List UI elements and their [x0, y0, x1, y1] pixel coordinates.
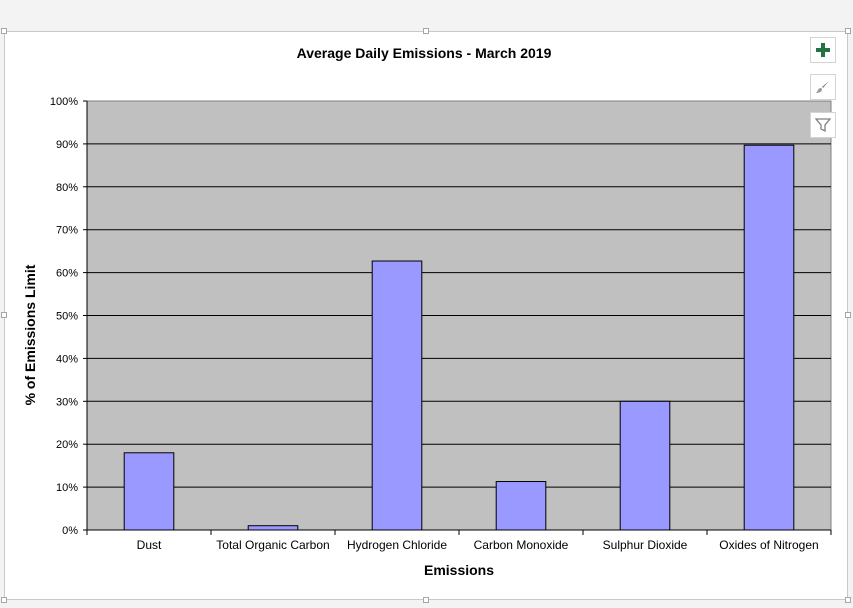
resize-handle-middle-right[interactable] — [845, 312, 851, 318]
bar-total-organic-carbon[interactable] — [247, 525, 299, 531]
y-tick-label: 10% — [56, 482, 78, 494]
y-tick-label: 40% — [56, 353, 78, 365]
x-tick-label: Oxides of Nitrogen — [719, 538, 818, 552]
x-tick-label: Carbon Monoxide — [474, 538, 569, 552]
bar-hydrogen-chloride[interactable] — [371, 260, 423, 531]
y-tick-label: 30% — [56, 396, 78, 408]
y-tick-label: 0% — [62, 525, 78, 537]
x-tick-label: Hydrogen Chloride — [347, 538, 447, 552]
bar-sulphur-dioxide[interactable] — [619, 400, 671, 531]
y-tick-label: 70% — [56, 225, 78, 237]
bar-oxides-of-nitrogen[interactable] — [743, 144, 795, 531]
y-tick-label: 60% — [56, 268, 78, 280]
y-axis-label: % of Emissions Limit — [22, 264, 38, 405]
bars — [123, 144, 795, 531]
y-axis-ticks: 0% 10% 20% 30% 40% 50% 60% 70% 80% 90% 100% — [50, 96, 87, 537]
bar-carbon-monoxide[interactable] — [495, 481, 547, 531]
resize-handle-bottom-right[interactable] — [845, 597, 851, 603]
chart-elements-button[interactable] — [810, 37, 836, 63]
chart-title: Average Daily Emissions - March 2019 — [297, 45, 552, 61]
x-tick-label: Sulphur Dioxide — [603, 538, 688, 552]
filter-icon — [815, 118, 831, 133]
resize-handle-bottom-center[interactable] — [423, 597, 429, 603]
x-axis-ticks: Dust Total Organic Carbon Hydrogen Chlorid… — [86, 530, 832, 552]
y-tick-label: 50% — [56, 311, 78, 323]
y-tick-label: 100% — [50, 96, 78, 108]
resize-handle-top-right[interactable] — [845, 28, 851, 34]
resize-handle-top-center[interactable] — [423, 28, 429, 34]
x-tick-label: Total Organic Carbon — [216, 538, 329, 552]
x-tick-label: Dust — [137, 538, 162, 552]
y-tick-label: 90% — [56, 139, 78, 151]
gridlines — [87, 143, 831, 488]
resize-handle-top-left[interactable] — [1, 28, 7, 34]
resize-handle-middle-left[interactable] — [1, 312, 7, 318]
bar-dust[interactable] — [123, 452, 175, 531]
y-tick-label: 80% — [56, 182, 78, 194]
resize-handle-bottom-left[interactable] — [1, 597, 7, 603]
y-tick-label: 20% — [56, 439, 78, 451]
x-axis-label: Emissions — [424, 562, 494, 578]
chart-filters-button[interactable] — [810, 112, 836, 138]
paintbrush-icon — [816, 81, 829, 93]
plus-icon — [816, 43, 830, 57]
chart-styles-button[interactable] — [810, 74, 836, 100]
